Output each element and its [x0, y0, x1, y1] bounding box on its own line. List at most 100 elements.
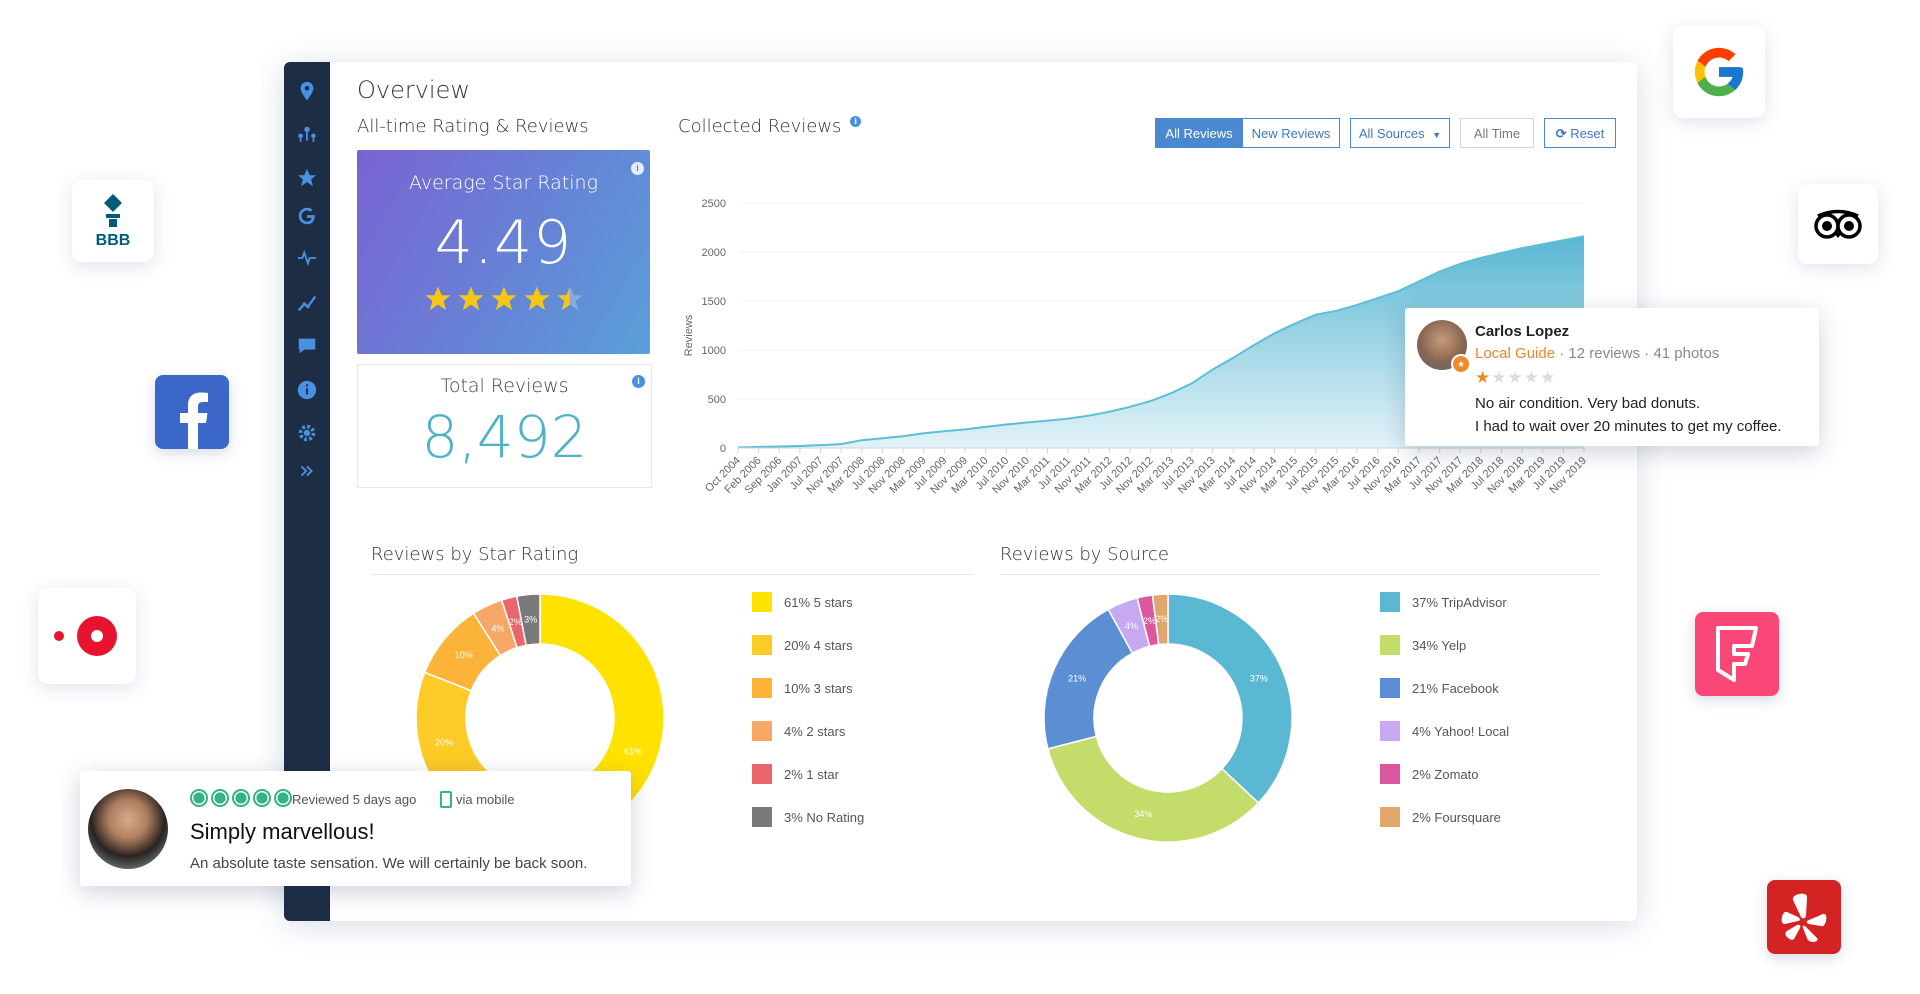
rating-bubble-icon — [211, 789, 229, 807]
average-rating-card: i Average Star Rating 4.49 — [357, 150, 650, 354]
legend-swatch — [752, 721, 772, 741]
slice-label: 2% — [1155, 614, 1168, 624]
legend-swatch — [1380, 635, 1400, 655]
yelp-burst-icon — [1781, 893, 1827, 942]
rating-bubble-icon — [190, 789, 208, 807]
legend-label: 2% Zomato — [1412, 766, 1479, 782]
donut-slice[interactable] — [515, 593, 541, 647]
rating-star-icon — [524, 286, 549, 311]
star-section-divider — [371, 574, 974, 575]
total-label: Total Reviews — [440, 375, 569, 397]
expand-icon[interactable] — [284, 456, 330, 486]
rating-section-title: All-time Rating & Reviews — [357, 116, 589, 137]
reviewer-stats: · 12 reviews · 41 photos — [1559, 345, 1720, 362]
legend-item[interactable]: 61% 5 stars — [752, 592, 853, 612]
reset-button[interactable]: ⟳ Reset — [1544, 118, 1616, 148]
review-star-icon: ★ — [1540, 368, 1557, 387]
foursquare-f-icon — [1716, 626, 1758, 682]
local-guide-label: Local Guide — [1475, 345, 1556, 362]
tripadvisor-logo-tile — [1798, 184, 1878, 264]
line-series — [737, 235, 1585, 449]
slice-label: 61% — [624, 747, 642, 757]
slice-label: 37% — [1250, 674, 1268, 684]
opentable-logo-tile — [38, 588, 136, 684]
tripadvisor-review-popup: Reviewed 5 days ago via mobile Simply ma… — [80, 771, 631, 886]
y-tick-label: 2000 — [702, 247, 726, 259]
legend-item[interactable]: 37% TripAdvisor — [1380, 592, 1507, 612]
info-icon[interactable] — [284, 375, 330, 405]
collected-info-icon[interactable]: i — [850, 116, 862, 127]
bubble-rating — [190, 789, 292, 807]
donut-slice[interactable] — [1046, 735, 1260, 843]
legend-item[interactable]: 21% Facebook — [1380, 678, 1499, 698]
reviewer-avatar — [88, 789, 168, 869]
slice-label: 4% — [1125, 621, 1138, 631]
average-info-icon[interactable]: i — [631, 162, 644, 175]
source-legend: 37% TripAdvisor 34% Yelp 21% Facebook 4% Ya… — [1380, 592, 1600, 852]
slice-label: 2% — [1143, 616, 1156, 626]
total-info-icon[interactable]: i — [632, 375, 645, 388]
legend-item[interactable]: 4% 2 stars — [752, 721, 845, 741]
reviewer-name: Carlos Lopez — [1475, 323, 1570, 340]
legend-swatch — [752, 635, 772, 655]
y-axis-label: Reviews — [683, 314, 695, 356]
legend-item[interactable]: 2% 1 star — [752, 764, 839, 784]
legend-swatch — [752, 764, 772, 784]
legend-item[interactable]: 20% 4 stars — [752, 635, 853, 655]
rating-bubble-icon — [274, 789, 292, 807]
slice-label: 4% — [491, 623, 504, 633]
legend-item[interactable]: 10% 3 stars — [752, 678, 853, 698]
source-section-divider — [1000, 574, 1600, 575]
y-tick-label: 500 — [708, 394, 726, 406]
tripadvisor-owl-icon — [1814, 209, 1862, 239]
legend-swatch — [752, 678, 772, 698]
legend-label: 4% 2 stars — [784, 723, 846, 739]
review-line-1: No air condition. Very bad donuts. — [1475, 395, 1701, 412]
legend-swatch — [1380, 721, 1400, 741]
trend-icon[interactable] — [284, 288, 330, 318]
page-title: Overview — [357, 76, 470, 104]
all-sources-dropdown[interactable]: All Sources ▼ — [1350, 118, 1450, 148]
local-guide-badge-icon: ★ — [1451, 354, 1471, 374]
all-time-button[interactable]: All Time — [1460, 118, 1534, 148]
review-star-icon: ★ — [1523, 368, 1540, 387]
chat-icon[interactable] — [284, 331, 330, 361]
google-review-popup: ★ Carlos Lopez Local Guide · 12 reviews … — [1405, 308, 1819, 446]
google-logo-tile — [1673, 26, 1765, 118]
legend-label: 37% TripAdvisor — [1412, 594, 1507, 610]
star-section-title: Reviews by Star Rating — [371, 544, 579, 565]
rating-star-icon — [425, 286, 450, 311]
slice-label: 2% — [509, 617, 522, 627]
review-star-icon: ★ — [1475, 368, 1492, 387]
review-line-2: I had to wait over 20 minutes to get my … — [1475, 418, 1782, 435]
map-pin-icon[interactable] — [284, 76, 330, 106]
all-reviews-button[interactable]: All Reviews — [1155, 118, 1243, 148]
legend-item[interactable]: 34% Yelp — [1380, 635, 1466, 655]
slice-label: 3% — [524, 614, 537, 624]
legend-label: 61% 5 stars — [784, 594, 853, 610]
reviewer-meta: Local Guide · 12 reviews · 41 photos — [1475, 345, 1719, 362]
legend-item[interactable]: 2% Foursquare — [1380, 807, 1501, 827]
mobile-icon — [440, 791, 452, 808]
foursquare-logo — [1695, 612, 1779, 696]
google-icon[interactable] — [284, 201, 330, 231]
bbb-torch-icon — [103, 193, 122, 227]
legend-item[interactable]: 4% Yahoo! Local — [1380, 721, 1509, 741]
source-section-title: Reviews by Source — [1000, 544, 1169, 565]
legend-label: 20% 4 stars — [784, 637, 853, 653]
slice-label: 20% — [435, 738, 453, 748]
new-reviews-button[interactable]: New Reviews — [1242, 118, 1340, 148]
legend-item[interactable]: 2% Zomato — [1380, 764, 1478, 784]
legend-swatch — [1380, 592, 1400, 612]
legend-label: 21% Facebook — [1412, 680, 1499, 696]
legend-item[interactable]: 3% No Rating — [752, 807, 864, 827]
legend-swatch — [1380, 764, 1400, 784]
gear-icon[interactable] — [284, 418, 330, 448]
donut-slice[interactable] — [1151, 593, 1169, 646]
legend-label: 3% No Rating — [784, 809, 865, 825]
donut-slice[interactable] — [1167, 593, 1293, 804]
star-icon[interactable] — [284, 163, 330, 193]
locations-icon[interactable] — [284, 120, 330, 150]
facebook-logo — [155, 375, 229, 449]
pulse-icon[interactable] — [284, 243, 330, 273]
